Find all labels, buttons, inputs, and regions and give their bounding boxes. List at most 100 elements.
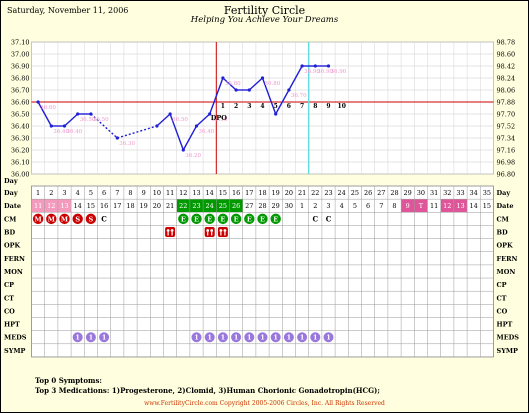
dpo-number: 8 — [313, 103, 317, 110]
row-label-right: CP — [497, 281, 507, 289]
y-tick-left: 36.40 — [11, 123, 30, 131]
meds-number: 1 — [194, 334, 199, 342]
day-number: 16 — [232, 189, 240, 197]
copyright-notice: www.FertilityCircle.com Copyright 2005-2… — [144, 400, 385, 407]
cm-egg-white-marker — [178, 213, 189, 225]
temperature-point — [326, 64, 331, 68]
row-label-right: MEDS — [497, 334, 520, 342]
day-number: 35 — [483, 189, 491, 197]
dpo-number: 3 — [247, 103, 251, 110]
row-label-right: CT — [497, 294, 507, 302]
row-label-left: CM — [4, 215, 16, 223]
date-number: T — [419, 202, 424, 210]
plot-area — [31, 41, 494, 175]
dpo-number: 5 — [274, 103, 278, 110]
cm-egg-white-marker — [217, 213, 229, 225]
temperature-label: 36.90 — [317, 69, 333, 75]
temperature-point — [49, 124, 53, 128]
temperature-point — [181, 148, 185, 152]
y-tick-right: 97.34 — [497, 135, 516, 143]
temperature-segment — [169, 113, 184, 151]
date-number: 5 — [353, 202, 357, 210]
day-number: 14 — [206, 189, 214, 197]
y-tick-left: 36.80 — [11, 75, 30, 83]
date-number: 9 — [406, 202, 410, 210]
temperature-point — [62, 124, 67, 128]
date-cell-period — [414, 199, 428, 213]
temperature-label: 36.90 — [304, 69, 320, 75]
cm-menses-text: S — [89, 215, 94, 223]
day-number: 32 — [443, 189, 451, 197]
temperature-segment — [275, 89, 290, 115]
cm-egg-white-marker — [270, 213, 281, 225]
date-number: 2 — [313, 202, 317, 210]
y-tick-left: 36.50 — [11, 111, 30, 119]
date-number: 30 — [285, 202, 293, 210]
temperature-label: 36.50 — [172, 117, 188, 123]
day-number: 31 — [430, 189, 438, 197]
cm-creamy-text: C — [101, 214, 107, 223]
temperature-point — [115, 136, 119, 140]
day-number: 30 — [417, 189, 425, 197]
temperature-label: 36.50 — [212, 117, 228, 123]
day-number: 6 — [102, 189, 106, 197]
cm-menses-marker — [72, 213, 83, 225]
date-number: 17 — [113, 202, 121, 210]
day-number: 3 — [62, 189, 66, 197]
meds-marker — [191, 332, 202, 343]
temperature-label: 36.40 — [53, 129, 69, 135]
date-number: 16 — [100, 202, 108, 210]
date-cell-fertile — [229, 199, 243, 213]
temperature-label: 36.30 — [119, 141, 135, 147]
temperature-label: 36.20 — [185, 153, 201, 159]
cm-egg-white-text: E — [234, 215, 239, 223]
temperature-label: 36.60 — [40, 105, 56, 111]
temperature-segment — [64, 113, 79, 127]
date-number: 3 — [326, 202, 330, 210]
bd-icon-figure — [210, 229, 214, 232]
chart-title: Fertility Circle — [223, 4, 306, 17]
temperature-segment — [156, 113, 171, 127]
meds-marker — [204, 332, 215, 343]
date-number: 11 — [430, 202, 438, 210]
day-number: 7 — [115, 189, 119, 197]
temperature-segment — [222, 77, 237, 91]
day-number: 4 — [76, 189, 80, 197]
date-number: 27 — [245, 202, 253, 210]
row-label-right: HPT — [497, 321, 513, 329]
meds-number: 1 — [89, 334, 94, 342]
medications-summary: Top 3 Medications: 1)Progesterone, 2)Clo… — [35, 386, 380, 395]
day-number: 11 — [166, 189, 174, 197]
temperature-point — [221, 76, 225, 80]
y-tick-left: 37.00 — [11, 51, 30, 59]
row-label-left: CT — [4, 294, 14, 302]
temperature-segment — [37, 101, 52, 127]
cm-menses-text: S — [75, 215, 80, 223]
temperature-label: 36.80 — [225, 81, 241, 87]
date-cell-period — [401, 199, 415, 213]
date-number: 14 — [470, 202, 478, 210]
meds-number: 1 — [247, 334, 252, 342]
bd-icon-figure — [223, 229, 227, 232]
cm-menses-marker — [46, 213, 57, 225]
date-cell-fertile — [203, 199, 217, 213]
date-number: 29 — [272, 202, 280, 210]
date-cell-period — [453, 199, 468, 213]
meds-number: 1 — [300, 334, 305, 342]
y-tick-right: 97.88 — [497, 99, 516, 107]
day-number: 27 — [377, 189, 385, 197]
meds-number: 1 — [287, 334, 292, 342]
date-number: 26 — [232, 202, 240, 210]
date-number: 23 — [192, 202, 200, 210]
temperature-segment — [90, 113, 118, 139]
cm-egg-white-marker — [230, 213, 242, 225]
day-number: 20 — [285, 189, 293, 197]
dpo-number: 9 — [326, 103, 330, 110]
bd-icon — [204, 227, 215, 238]
day-number: 28 — [390, 189, 398, 197]
cm-egg-white-marker — [244, 213, 255, 225]
day-number: 8 — [128, 189, 132, 197]
meds-marker — [231, 332, 242, 343]
meds-number: 1 — [75, 334, 80, 342]
cm-egg-white-text: E — [247, 215, 252, 223]
